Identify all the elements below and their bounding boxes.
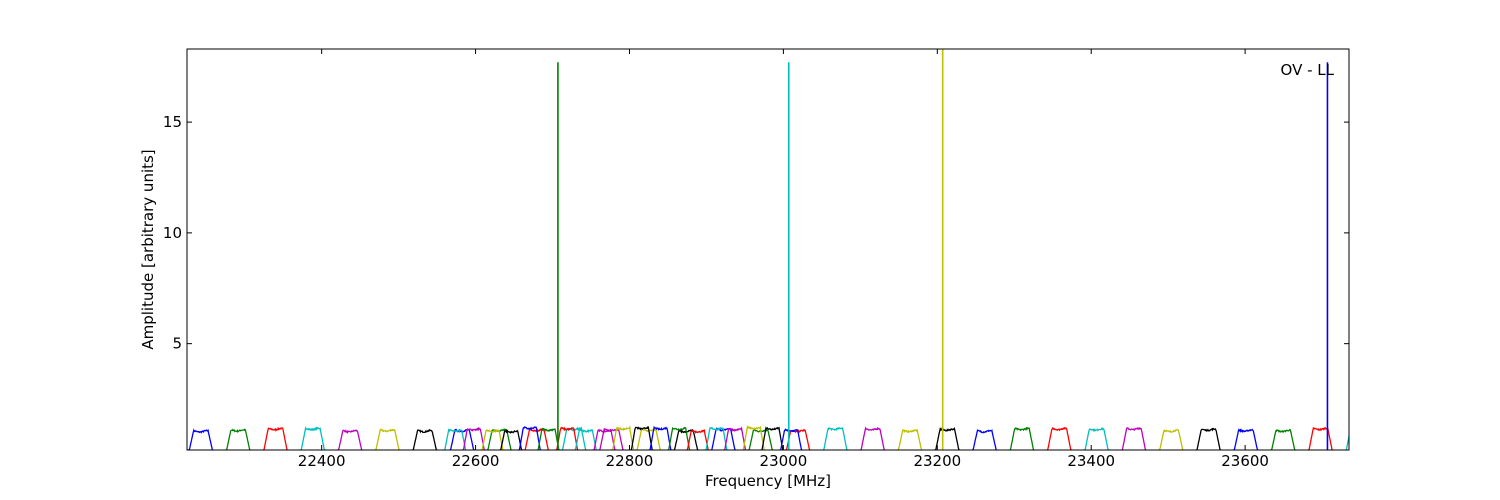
- series-line: [374, 428, 401, 450]
- series-line: [971, 429, 998, 450]
- series-line: [536, 427, 561, 450]
- series-line: [555, 426, 579, 450]
- plot-area: [187, 49, 1349, 450]
- series-line: [592, 428, 617, 450]
- x-axis-label: Frequency [MHz]: [705, 472, 831, 490]
- series-line: [704, 426, 729, 450]
- series-line: [187, 428, 214, 450]
- series-line: [667, 426, 691, 450]
- y-tick-label: 5: [172, 335, 182, 353]
- x-tick-label: 23000: [760, 452, 808, 470]
- y-tick-label: 15: [163, 113, 182, 131]
- series-line: [1307, 426, 1334, 450]
- x-tick-label: 22800: [606, 452, 654, 470]
- series-line: [1232, 428, 1259, 450]
- series-line: [573, 428, 598, 450]
- series-line: [1158, 428, 1184, 450]
- series-line: [411, 428, 438, 450]
- series-line: [1083, 426, 1110, 450]
- series-line: [1120, 427, 1147, 450]
- x-tick-label: 23200: [913, 452, 961, 470]
- series-line: [648, 425, 673, 450]
- series-line: [822, 426, 849, 450]
- series-line: [685, 429, 710, 450]
- y-axis: 5 10 15: [163, 113, 1349, 353]
- series-line: [896, 428, 923, 450]
- series-line: [629, 426, 654, 450]
- x-tick-label: 22600: [452, 452, 500, 470]
- series-line: [934, 426, 961, 450]
- series-line: [723, 426, 747, 450]
- x-tick-label: 22400: [298, 452, 346, 470]
- series-line: [225, 428, 251, 450]
- series-line: [517, 425, 542, 450]
- series-line: [741, 425, 766, 450]
- y-axis-label: Amplitude [arbitrary units]: [139, 149, 157, 349]
- x-tick-label: 23400: [1067, 452, 1115, 470]
- series-line: [1008, 426, 1035, 450]
- series-line: [760, 426, 784, 450]
- x-axis: 22400 22600 22800 23000 23200 23400 23600: [298, 49, 1269, 470]
- series-line: [262, 426, 289, 450]
- series-line: [337, 429, 363, 450]
- series-line: [859, 426, 886, 450]
- y-tick-label: 10: [163, 224, 182, 242]
- series-line: [779, 428, 803, 450]
- plot-annotation: OV - LL: [1281, 61, 1335, 79]
- series-line: [480, 429, 505, 450]
- series-line: [443, 428, 467, 450]
- series-line: [1046, 426, 1072, 450]
- series-line: [611, 425, 635, 450]
- series-line: [461, 426, 486, 450]
- plot-frame: [186, 48, 1350, 451]
- series-line: [1270, 428, 1296, 450]
- x-tick-label: 23600: [1221, 452, 1269, 470]
- series-line: [499, 429, 523, 450]
- series-line: [299, 426, 326, 450]
- series-line: [1195, 427, 1222, 450]
